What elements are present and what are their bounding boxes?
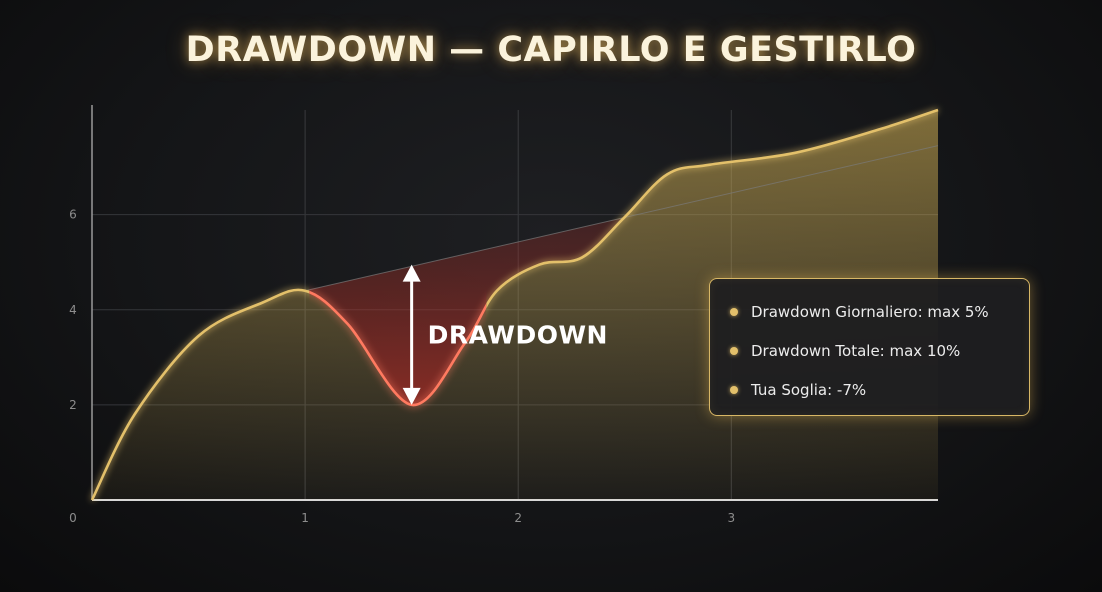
legend-dot (730, 386, 738, 394)
x-tick-label: 1 (301, 511, 309, 525)
series-line (90, 108, 939, 501)
y-tick-label: 6 (69, 208, 77, 222)
arrow-head-down (402, 387, 421, 405)
y-tick-label: 2 (69, 398, 77, 412)
legend-dot (730, 347, 738, 355)
x-tick-label: 3 (727, 511, 735, 525)
legend-total-drawdown: Drawdown Totale: max 10% (751, 342, 961, 360)
legend-dot (730, 308, 738, 316)
y-tick-label: 0 (69, 511, 77, 525)
chart-title: DRAWDOWN — CAPIRLO E GESTIRLO (185, 30, 917, 70)
tick-labels: 1 2 3 0 2 4 6 (69, 208, 735, 525)
legend-daily-drawdown: Drawdown Giornaliero: max 5% (751, 303, 989, 321)
x-tick-label: 2 (514, 511, 522, 525)
legend-box: Drawdown Giornaliero: max 5% Drawdown To… (709, 278, 1030, 416)
trend-line (304, 145, 939, 292)
legend-threshold: Tua Soglia: -7% (751, 381, 867, 399)
legend-item: Tua Soglia: -7% (730, 377, 1029, 403)
y-tick-label: 4 (69, 303, 77, 317)
drawdown-arrow (402, 264, 421, 405)
arrow-head-up (402, 264, 421, 282)
legend-item: Drawdown Giornaliero: max 5% (730, 299, 1029, 325)
drawdown-label: DRAWDOWN (428, 321, 608, 350)
drawdown-area (305, 217, 625, 406)
legend-item: Drawdown Totale: max 10% (730, 338, 1029, 364)
